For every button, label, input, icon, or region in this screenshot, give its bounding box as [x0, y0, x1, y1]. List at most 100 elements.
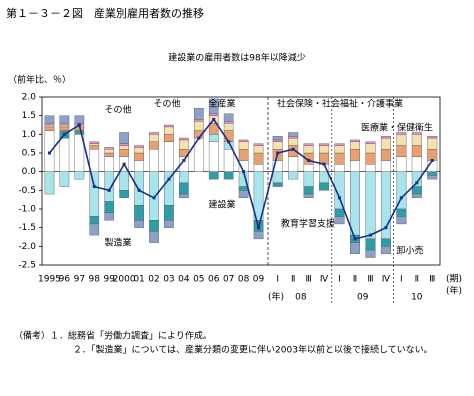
bar-segment — [89, 223, 100, 236]
x-tick-label: Ⅰ — [400, 275, 403, 285]
line-marker — [167, 177, 171, 181]
bar-segment — [44, 171, 55, 195]
bar-segment — [104, 201, 115, 213]
bar-segment — [149, 132, 159, 135]
bar-segment — [253, 143, 264, 146]
bar-segment — [319, 145, 330, 154]
bar-segment — [223, 113, 234, 122]
bar-segment — [411, 156, 422, 172]
year-group-label: 10 — [411, 293, 423, 303]
bar-segment — [119, 171, 129, 191]
x-unit: (年) — [446, 285, 462, 297]
bar-segment — [44, 115, 55, 124]
bar-segment — [380, 137, 391, 150]
series-label: 製造業 — [104, 237, 131, 249]
bar-segment — [334, 143, 345, 146]
x-tick-label: 01 — [133, 275, 144, 285]
note: ２．「製造業」については、産業分類の変更に伴い2003年以前と以後で接続していな… — [73, 344, 433, 356]
bar-segment — [427, 175, 438, 180]
series-label: 全産業 — [208, 98, 235, 110]
bar-segment — [272, 182, 283, 187]
bar-segment — [89, 141, 100, 144]
bar-segment — [365, 171, 376, 240]
bar-segment — [238, 190, 249, 198]
x-tick-label: 1995 — [38, 275, 61, 285]
bar-segment — [208, 171, 219, 180]
x-tick-label: 96 — [59, 275, 71, 285]
bar-segment — [44, 122, 55, 126]
bar-segment — [319, 182, 330, 191]
bar-segment — [303, 186, 314, 195]
bar-segment — [303, 193, 314, 198]
bar-segment — [134, 145, 144, 148]
x-tick-label: Ⅰ — [338, 275, 341, 285]
note: （備考）１．総務省「労働力調査」により作成。 — [14, 330, 212, 342]
y-tick-label: 2.0 — [22, 93, 37, 103]
bar-segment — [253, 163, 264, 172]
bar-segment — [288, 137, 299, 146]
bar-segment — [380, 135, 391, 139]
bar-segment — [44, 130, 55, 172]
bar-segment — [134, 171, 144, 206]
bar-segment — [396, 132, 407, 135]
bar-segment — [303, 171, 314, 187]
x-tick-label: Ⅲ — [367, 275, 373, 285]
bar-segment — [272, 135, 283, 141]
bar-segment — [396, 145, 407, 157]
bar-segment — [59, 126, 70, 131]
bar-segment — [149, 149, 159, 172]
bar-segment — [253, 152, 264, 165]
bar-segment — [164, 171, 174, 206]
x-tick-label: Ⅰ — [276, 275, 279, 285]
bar-segment — [89, 149, 100, 172]
line-marker — [122, 162, 126, 166]
bar-segment — [119, 143, 129, 146]
bar-segment — [396, 208, 407, 217]
bar-segment — [319, 143, 330, 146]
bar-segment — [179, 193, 189, 198]
bar-segment — [272, 141, 283, 150]
bar-segment — [74, 115, 85, 124]
bar-segment — [164, 126, 174, 135]
bar-segment — [164, 219, 174, 228]
bar-segment — [193, 119, 204, 122]
bar-segment — [134, 152, 144, 161]
series-label: 医療業・保健衛生 — [361, 122, 433, 134]
line-marker — [307, 158, 311, 162]
bar-segment — [104, 152, 115, 157]
bar-segment — [427, 137, 438, 150]
x-tick-label: 05 — [193, 275, 204, 285]
x-tick-label: 06 — [208, 275, 220, 285]
bar-segment — [164, 134, 174, 142]
bar-segment — [134, 147, 144, 154]
bar-segment — [164, 141, 174, 172]
bar-segment — [74, 171, 85, 180]
bar-segment — [44, 124, 55, 128]
bar-segment — [59, 124, 70, 128]
bar-segment — [365, 143, 376, 154]
line-marker — [197, 136, 201, 140]
bar-segment — [272, 139, 283, 143]
bar-segment — [238, 186, 249, 191]
line-marker — [415, 181, 419, 185]
x-tick-label: 2000 — [113, 275, 136, 285]
bar-segment — [350, 242, 360, 255]
bar-segment — [411, 193, 422, 198]
bar-segment — [303, 145, 314, 154]
x-tick-label: Ⅲ — [429, 275, 435, 285]
bar-segment — [380, 160, 391, 172]
series-label: その他 — [104, 104, 131, 116]
bar-segment — [164, 124, 174, 128]
bar-segment — [89, 143, 100, 146]
x-tick-label: 07 — [223, 275, 234, 285]
x-tick-label: 08 — [238, 275, 250, 285]
bar-segment — [396, 134, 407, 146]
y-tick-label: -0.5 — [18, 186, 36, 196]
bar-segment — [411, 145, 422, 157]
line-marker — [384, 226, 388, 230]
line-marker — [227, 140, 231, 144]
series-label: その他 — [153, 98, 180, 110]
chart-subtitle: 建設業の雇用者数は98年以降減少 — [168, 52, 305, 64]
y-tick-label: -1.5 — [18, 223, 36, 233]
